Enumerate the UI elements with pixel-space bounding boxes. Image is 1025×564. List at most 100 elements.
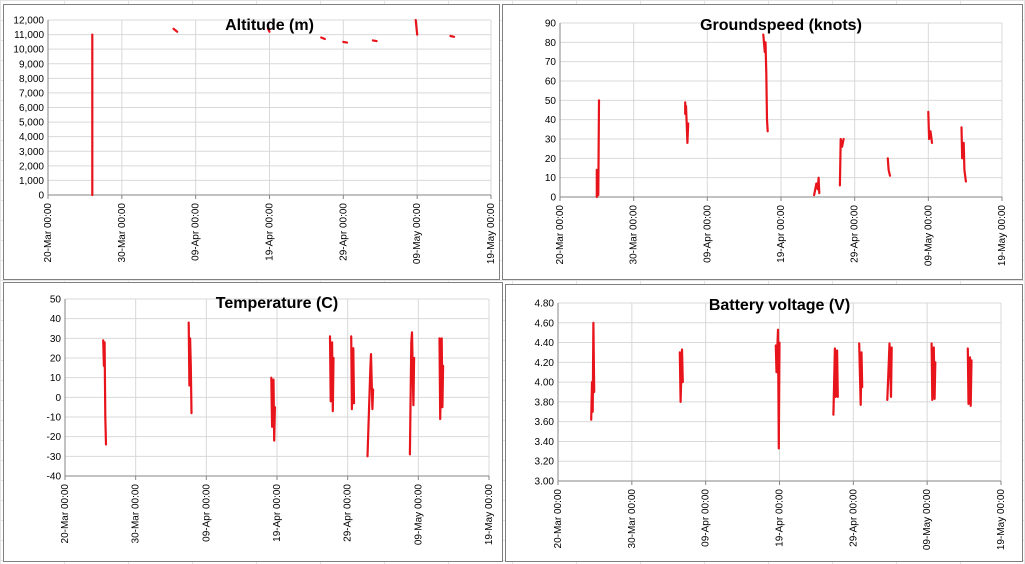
groundspeed-data-line (684, 101, 690, 144)
groundspeed-chart[interactable]: 0 10 20 30 40 50 60 70 80 90 20-Mar 00:00 30-Mar 00… (502, 4, 1023, 280)
altitude-y-tick-label: 2,000 (19, 161, 44, 172)
temperature-data-line (408, 331, 416, 456)
groundspeed-data-line (886, 157, 892, 177)
groundspeed-x-tick-label: 09-Apr 00:00 (702, 205, 713, 263)
altitude-y-tick-label: 4,000 (19, 132, 44, 143)
groundspeed-x-tick-label: 20-Mar 00:00 (555, 205, 566, 265)
temperature-chart-svg: -40 -30 -20 -10 0 10 20 30 40 50 20-Mar 00:00 30-Ma… (47, 295, 495, 546)
temperature-x-tick-label: 29-Apr 00:00 (343, 484, 354, 542)
groundspeed-chart-title: Groundspeed (knots) (700, 17, 862, 34)
groundspeed-data-line (813, 176, 821, 197)
battery-voltage-chart-title: Battery voltage (V) (709, 297, 850, 314)
battery-voltage-data-line (832, 347, 839, 416)
temperature-y-tick-label: -40 (47, 472, 62, 483)
battery-voltage-data-line (930, 342, 937, 402)
altitude-x-tick-label: 19-May 00:00 (486, 203, 497, 265)
battery-voltage-data-line (966, 347, 973, 407)
groundspeed-x-tick-label: 19-May 00:00 (997, 205, 1008, 267)
battery-voltage-x-tick-label: 19-Apr 00:00 (775, 489, 786, 547)
battery-voltage-y-tick-label: 3.00 (535, 477, 555, 488)
altitude-y-tick-label: 8,000 (19, 74, 44, 85)
altitude-x-tick-label: 09-Apr 00:00 (191, 203, 202, 261)
temperature-data-line (102, 339, 108, 446)
altitude-y-tick-label: 3,000 (19, 147, 44, 158)
altitude-x-tick-label: 29-Apr 00:00 (338, 203, 349, 261)
battery-voltage-y-tick-label: 4.80 (535, 299, 555, 310)
groundspeed-x-tick-label: 30-Mar 00:00 (629, 205, 640, 265)
battery-voltage-data-line (774, 328, 781, 450)
battery-voltage-y-tick-label: 3.40 (535, 437, 555, 448)
altitude-y-tick-label: 12,000 (13, 16, 44, 27)
temperature-y-tick-label: -20 (47, 432, 62, 443)
altitude-x-tick-label: 30-Mar 00:00 (117, 203, 128, 263)
altitude-data-line (371, 39, 378, 43)
battery-voltage-x-tick-label: 19-May 00:00 (996, 489, 1007, 551)
altitude-y-tick-label: 1,000 (19, 176, 44, 187)
battery-voltage-y-tick-label: 4.20 (535, 358, 555, 369)
battery-voltage-x-tick-label: 09-Apr 00:00 (701, 489, 712, 547)
battery-voltage-x-tick-label: 09-May 00:00 (922, 489, 933, 551)
altitude-data-line (172, 27, 179, 33)
altitude-y-tick-label: 9,000 (19, 59, 44, 70)
groundspeed-y-tick-label: 10 (545, 173, 557, 184)
temperature-x-tick-label: 09-Apr 00:00 (201, 484, 212, 542)
temperature-y-tick-label: 40 (50, 314, 62, 325)
battery-voltage-chart[interactable]: 3.00 3.20 3.40 3.60 3.80 4.00 4.20 4.40 4.60 4.80… (505, 284, 1023, 562)
battery-voltage-x-tick-label: 30-Mar 00:00 (627, 489, 638, 549)
groundspeed-chart-svg: 0 10 20 30 40 50 60 70 80 90 20-Mar 00:00 30-Mar 00… (545, 17, 1008, 267)
altitude-x-tick-label: 20-Mar 00:00 (43, 203, 54, 263)
groundspeed-data-line (838, 137, 845, 187)
altitude-y-tick-label: 6,000 (19, 103, 44, 114)
groundspeed-x-tick-label: 19-Apr 00:00 (776, 205, 787, 263)
groundspeed-data-line (960, 126, 967, 183)
groundspeed-y-tick-label: 50 (545, 96, 557, 107)
groundspeed-x-tick-label: 29-Apr 00:00 (850, 205, 861, 263)
temperature-data-line (366, 352, 375, 458)
groundspeed-y-tick-label: 0 (550, 193, 556, 204)
battery-voltage-data-line (590, 321, 596, 421)
battery-voltage-chart-svg: 3.00 3.20 3.40 3.60 3.80 4.00 4.20 4.40 4.60 4.80… (535, 297, 1007, 551)
altitude-y-tick-label: 7,000 (19, 88, 44, 99)
temperature-x-tick-label: 19-Apr 00:00 (272, 484, 283, 542)
groundspeed-y-tick-label: 90 (545, 19, 557, 30)
altitude-y-tick-label: 5,000 (19, 118, 44, 129)
temperature-y-tick-label: -30 (47, 452, 62, 463)
battery-voltage-y-tick-label: 3.80 (535, 397, 555, 408)
temperature-data-line (328, 335, 335, 413)
battery-voltage-data-line (858, 342, 864, 407)
temperature-data-line (270, 376, 276, 442)
altitude-data-line (342, 40, 349, 44)
temperature-y-tick-label: 0 (55, 393, 61, 404)
groundspeed-y-tick-label: 80 (545, 38, 557, 49)
temperature-x-tick-label: 09-May 00:00 (413, 484, 424, 546)
altitude-chart[interactable]: 0 1,000 2,000 3,000 4,000 5,000 6,000 7,000 8,00… (3, 4, 500, 280)
altitude-chart-svg: 0 1,000 2,000 3,000 4,000 5,000 6,000 7,000 8,00… (13, 16, 497, 265)
groundspeed-data-line (927, 110, 934, 144)
altitude-data-line (414, 18, 419, 36)
battery-voltage-y-tick-label: 3.60 (535, 417, 555, 428)
temperature-y-tick-label: 10 (50, 373, 62, 384)
temperature-chart[interactable]: -40 -30 -20 -10 0 10 20 30 40 50 20-Mar 00:00 30-Ma… (3, 282, 503, 562)
altitude-y-tick-label: 0 (38, 191, 44, 202)
groundspeed-y-tick-label: 40 (545, 115, 557, 126)
battery-voltage-data-line (678, 348, 684, 404)
temperature-data-line (350, 335, 356, 411)
temperature-x-tick-label: 19-May 00:00 (484, 484, 495, 546)
temperature-data-line (187, 321, 193, 415)
temperature-y-tick-label: 20 (50, 354, 62, 365)
altitude-data-line (266, 27, 271, 33)
temperature-y-tick-label: 50 (50, 295, 62, 306)
battery-voltage-data-line (886, 342, 893, 402)
battery-voltage-y-tick-label: 4.40 (535, 338, 555, 349)
battery-voltage-y-tick-label: 4.00 (535, 378, 555, 389)
altitude-chart-title: Altitude (m) (225, 17, 314, 34)
groundspeed-y-tick-label: 60 (545, 77, 557, 88)
battery-voltage-x-tick-label: 29-Apr 00:00 (848, 489, 859, 547)
altitude-y-tick-label: 10,000 (13, 45, 44, 56)
battery-voltage-y-tick-label: 4.60 (535, 318, 555, 329)
temperature-data-line (438, 337, 445, 421)
groundspeed-data-line (762, 33, 769, 133)
altitude-x-tick-label: 19-Apr 00:00 (265, 203, 276, 261)
temperature-y-tick-label: 30 (50, 334, 62, 345)
groundspeed-y-tick-label: 30 (545, 135, 557, 146)
